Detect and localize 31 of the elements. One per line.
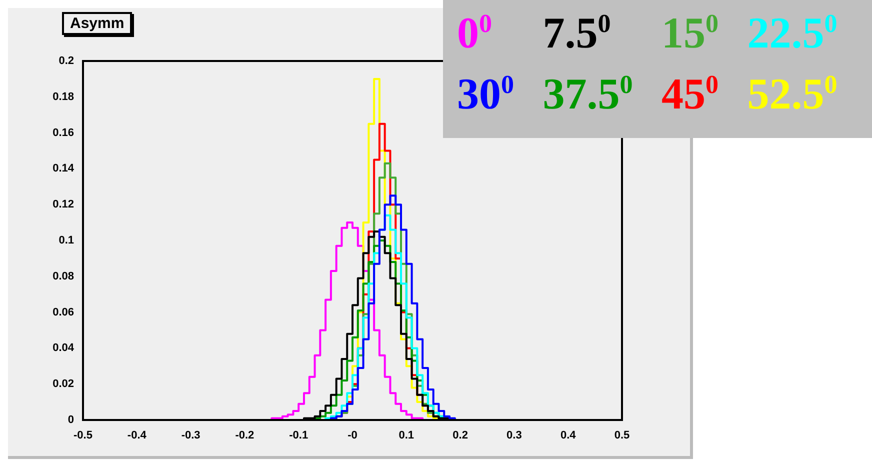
y-tick-label: 0.04 [52,342,75,354]
y-tick-label: 0.12 [52,198,74,211]
text: 37.5$^{0}$ [542,70,634,121]
y-tick-label: 0.02 [52,378,74,390]
y-tick-label: 0.18 [52,90,74,103]
x-tick-label: 0.2 [452,430,468,442]
y-tick-label: 0.16 [52,126,74,139]
x-tick-label: -0.2 [235,430,254,442]
x-tick-label: -0.4 [127,430,148,442]
text: 15$^{0}$ [662,8,720,60]
y-tick-label: 0.08 [52,270,74,282]
text: 45$^{0}$ [662,70,720,121]
x-tick-label: 0.4 [560,430,577,442]
text: 30$^{0}$ [457,70,515,121]
text: 7.5$^{0}$ [542,8,612,60]
y-tick-label: 0.14 [52,162,75,175]
y-tick-label: 0.06 [52,306,74,318]
x-tick-label: 0.1 [398,430,414,442]
text: 0$^{0}$ [457,8,493,60]
y-tick-label: 0.1 [58,234,74,247]
y-tick-label: 0 [68,414,74,426]
text: 52.5$^{0}$ [747,70,838,121]
x-tick-label: 0.5 [614,430,630,442]
x-tick-label: -0.3 [181,430,200,442]
x-tick-label: -0.5 [74,430,92,442]
text: 22.5$^{0}$ [747,8,838,60]
y-tick-label: 0.2 [58,55,74,68]
x-tick-label: -0 [348,430,358,442]
x-tick-label: -0.1 [289,430,308,442]
x-tick-label: 0.3 [506,430,522,442]
chart-title: Asymm [62,12,132,35]
